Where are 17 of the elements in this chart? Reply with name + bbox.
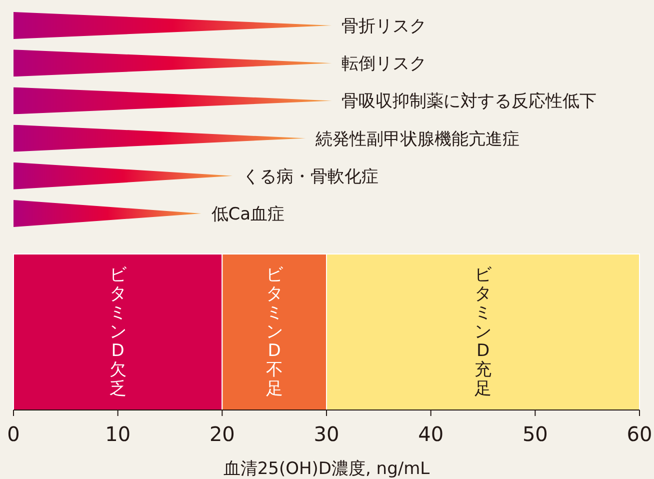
category-label: 低Ca血症 xyxy=(211,204,285,224)
x-tick-label: 30 xyxy=(314,422,340,446)
x-tick-label: 60 xyxy=(626,422,652,446)
x-tick-label: 40 xyxy=(418,422,444,446)
x-axis-title: 血清25(OH)D濃度, ng/mL xyxy=(223,459,430,479)
series-label: ビタミンD不足 xyxy=(266,265,284,399)
category-label: 骨吸収抑制薬に対する反応性低下 xyxy=(342,92,597,112)
x-tick-label: 0 xyxy=(7,422,20,446)
series-label: ビタミンD欠乏 xyxy=(109,265,128,399)
x-tick-label: 20 xyxy=(209,422,235,446)
category-label: 骨折リスク xyxy=(342,16,427,36)
series-label: ビタミンD充足 xyxy=(474,265,492,399)
x-tick-label: 50 xyxy=(522,422,548,446)
category-label: くる病・骨軟化症 xyxy=(242,166,379,187)
category-label: 続発性副甲状腺機能亢進症 xyxy=(316,129,520,150)
x-tick-label: 10 xyxy=(105,422,131,446)
category-label: 転倒リスク xyxy=(342,54,427,74)
